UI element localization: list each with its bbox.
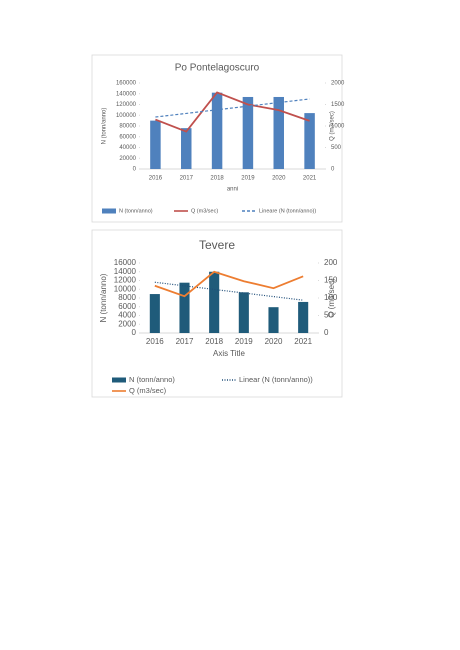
y-tick-label: 20000 [119,156,136,162]
legend-swatch [102,208,116,214]
bar [238,292,249,333]
bar [304,113,315,169]
y-tick-label: 2000 [118,319,136,328]
legend-swatch [112,377,126,383]
y-tick-label: 16000 [114,258,137,267]
y2-tick-label: 2000 [331,81,345,87]
y-tick-label: 60000 [119,134,136,140]
chart-title: Po Pontelagoscuro [175,63,260,74]
y-axis-title: N (tonn/anno) [102,108,108,145]
x-tick-label: 2020 [265,337,283,346]
y2-tick-label: 500 [331,145,342,151]
bar [149,294,160,333]
y2-axis-title: Q (m3/sec) [327,278,336,318]
y-tick-label: 40000 [119,145,136,151]
y-tick-label: 120000 [116,102,137,108]
y2-axis-title: Q (m3/sec) [330,111,336,141]
legend-label: N (tonn/anno) [119,208,153,214]
x-tick-label: 2018 [205,337,223,346]
line [155,91,310,133]
x-tick-label: 2021 [303,176,317,182]
x-axis-title: anni [227,187,238,193]
chart-title: Tevere [199,238,235,252]
bar [150,120,161,169]
y-tick-label: 14000 [114,267,137,276]
chart: Tevere0200040006000800010000120001400016… [91,229,343,398]
bar [298,301,309,333]
y-tick-label: 4000 [118,311,136,320]
y2-tick-label: 50 [324,311,333,320]
x-tick-label: 2021 [294,337,312,346]
chart: Po Pontelagoscuro02000040000600008000010… [91,54,345,223]
y-tick-label: 6000 [118,302,136,311]
bar [179,282,190,333]
x-tick-label: 2017 [176,337,194,346]
x-axis-title: Axis Title [213,349,246,358]
x-tick-label: 2020 [272,176,286,182]
y2-tick-label: 150 [324,276,338,285]
x-tick-label: 2019 [235,337,253,346]
x-tick-label: 2017 [180,176,194,182]
y-tick-label: 160000 [116,81,137,87]
y-tick-label: 10000 [114,284,137,293]
line [154,270,304,298]
y2-tick-label: 200 [324,258,338,267]
y-tick-label: 0 [133,167,137,173]
y2-tick-label: 0 [331,167,335,173]
y2-tick-label: 1000 [331,124,345,130]
bar [211,92,223,169]
y2-tick-label: 0 [324,328,329,337]
y-tick-label: 100000 [116,113,137,119]
y-axis-title: N (tonn/anno) [99,273,108,322]
y-tick-label: 0 [132,328,137,337]
x-tick-label: 2016 [149,176,163,182]
y2-tick-label: 1500 [331,102,345,108]
x-tick-label: 2016 [146,337,164,346]
y-tick-label: 80000 [119,124,136,130]
legend-label: Q (m3/sec) [129,386,167,395]
bar [181,128,192,169]
y-tick-label: 12000 [114,276,137,285]
y-tick-label: 8000 [118,293,136,302]
legend-label: Lineare (N (tonn/anno)) [259,208,316,214]
bar [273,96,284,169]
x-tick-label: 2018 [210,176,224,182]
legend-label: Linear (N (tonn/anno)) [239,375,313,384]
bar [242,96,254,169]
trend-line [155,98,310,118]
y2-tick-label: 100 [324,293,338,302]
legend-label: N (tonn/anno) [129,375,175,384]
bar [209,271,220,333]
x-tick-label: 2019 [241,176,255,182]
bar [268,307,279,333]
legend-label: Q (m3/sec) [191,208,218,214]
y-tick-label: 140000 [116,91,137,97]
